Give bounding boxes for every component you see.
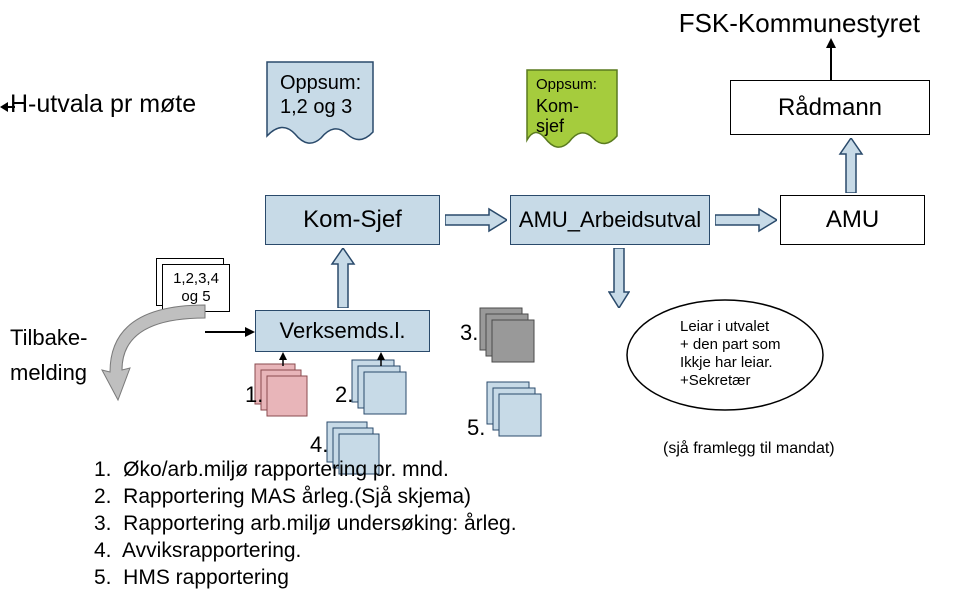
torn-note-1-line2: 1,2 og 3 [280, 96, 352, 119]
block-arrow-komsjef-amuarb [445, 207, 507, 233]
stack-4-label: 4. [310, 432, 328, 458]
block-arrow-amuarb-amu [715, 207, 777, 233]
diagram-canvas: { "title_top": "FSK-Kommunestyret", "lef… [0, 0, 960, 588]
ellipse-line1: Leiar i utvalet [680, 318, 769, 335]
arrow-thin-tilbake-verksemds [205, 325, 255, 339]
stack-3 [478, 306, 540, 364]
box-komsjef-label: Kom-Sjef [303, 206, 402, 234]
ellipse-line4: +Sekretær [680, 372, 750, 389]
list-5: 5. HMS rapportering [94, 566, 289, 590]
feedback-line1: 1,2,3,4 [173, 270, 219, 288]
arrow-thin-1-up [277, 352, 289, 366]
curved-arrow-tilbake [100, 300, 235, 405]
block-arrow-amu-radmann [838, 138, 864, 193]
arrow-thin-left [0, 100, 15, 114]
title-top: FSK-Kommunestyret [679, 8, 920, 39]
stack-2 [350, 358, 412, 418]
torn-note-2-line2: Kom- [536, 96, 579, 117]
torn-note-1-line1: Oppsum: [280, 72, 361, 95]
stack-2-label: 2. [335, 382, 353, 408]
arrow-thin-2-up [375, 352, 387, 366]
box-verksemds: Verksemds.l. [255, 310, 430, 352]
torn-note-2-line3: sjef [536, 116, 564, 137]
stack-5 [485, 380, 547, 438]
tilbake-label: Tilbake- melding [10, 320, 87, 390]
stack-5-label: 5. [467, 415, 485, 441]
box-amu-label: AMU [826, 206, 879, 234]
ellipse-line2: + den part som [680, 336, 780, 353]
heading-left: H-utvala pr møte [10, 90, 196, 119]
list-2: 2. Rapportering MAS årleg.(Sjå skjema) [94, 485, 471, 509]
arrow-thin-up-fsk [824, 38, 838, 80]
block-arrow-amuarb-down [608, 248, 630, 308]
box-verksemds-label: Verksemds.l. [280, 318, 406, 344]
box-komsjef: Kom-Sjef [265, 195, 440, 245]
list-3: 3. Rapportering arb.miljø undersøking: å… [94, 512, 517, 536]
ellipse-line3: Ikkje har leiar. [680, 354, 773, 371]
block-arrow-verksemds-komsjef [330, 248, 356, 308]
mandat-note: (sjå framlegg til mandat) [663, 440, 835, 458]
box-amu: AMU [780, 195, 925, 245]
box-amu-arb: AMU_Arbeidsutval [510, 195, 710, 245]
list-4: 4. Avviksrapportering. [94, 539, 301, 563]
list-1: 1. Øko/arb.miljø rapportering pr. mnd. [94, 458, 449, 482]
stack-1-label: 1. [245, 382, 263, 408]
stack-3-label: 3. [460, 320, 478, 346]
box-radmann: Rådmann [730, 80, 930, 135]
box-amu-arb-label: AMU_Arbeidsutval [519, 207, 701, 233]
torn-note-2-line1: Oppsum: [536, 76, 597, 93]
box-radmann-label: Rådmann [778, 94, 882, 122]
